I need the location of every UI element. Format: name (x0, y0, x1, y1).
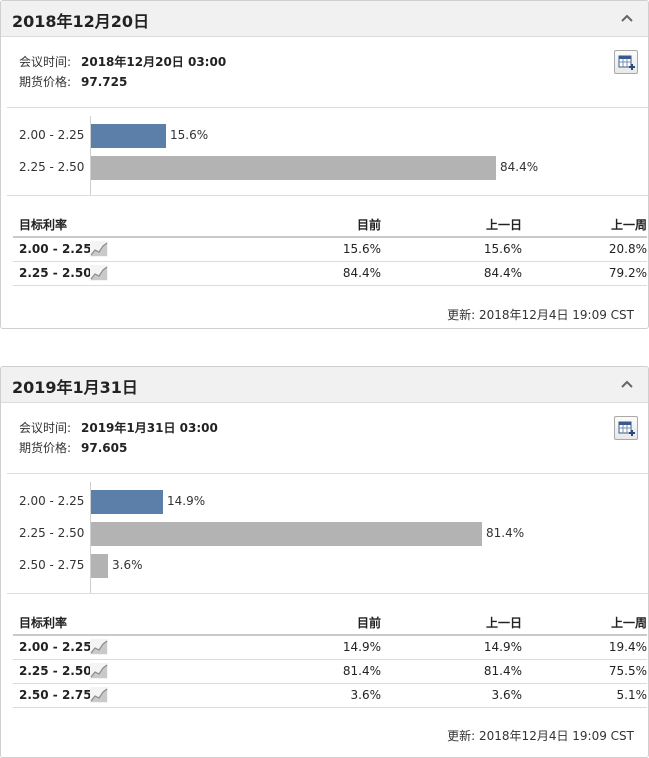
meeting-info: 会议时间: 2018年12月20日 03:00 期货价格: 97.725 (19, 52, 226, 92)
bar-category-label: 2.25 - 2.50 (19, 160, 85, 174)
table-row: 2.25 - 2.50 84.4% 84.4% 79.2% (13, 262, 647, 286)
chart-axis (90, 482, 91, 594)
calendar-add-icon (618, 55, 635, 70)
target-rate-cell: 2.00 - 2.25 (19, 640, 92, 654)
prev-day-cell: 84.4% (483, 266, 522, 280)
prev-day-cell: 15.6% (483, 242, 522, 256)
futures-price-label: 期货价格: (19, 441, 72, 455)
bar-value-label: 14.9% (167, 494, 206, 508)
col-current-header: 目前 (356, 218, 381, 232)
table-header: 目标利率 目前 上一日 上一周 (13, 610, 647, 636)
panel-header[interactable]: 2019年1月31日 (1, 367, 648, 403)
separator (7, 107, 648, 108)
current-cell: 14.9% (342, 640, 381, 654)
col-prev-week-header: 上一周 (610, 616, 647, 630)
bar-value-label: 84.4% (500, 160, 539, 174)
bar-category-label: 2.50 - 2.75 (19, 558, 85, 572)
table-row: 2.25 - 2.50 81.4% 81.4% 75.5% (13, 660, 647, 684)
target-rate-cell: 2.25 - 2.50 (19, 266, 92, 280)
bar-value-label: 3.6% (112, 558, 143, 572)
probability-bar[interactable] (91, 156, 496, 180)
panel-title: 2019年1月31日 (12, 378, 138, 397)
probability-bar[interactable] (91, 522, 482, 546)
meeting-time-value: 2018年12月20日 03:00 (81, 55, 227, 69)
bar-category-label: 2.00 - 2.25 (19, 494, 85, 508)
prev-week-cell: 20.8% (608, 242, 647, 256)
prev-week-cell: 79.2% (608, 266, 647, 280)
col-target-header: 目标利率 (19, 616, 68, 630)
col-prev-week-header: 上一周 (610, 218, 647, 232)
col-prev-day-header: 上一日 (485, 616, 522, 630)
bar-row: 2.25 - 2.50 84.4% (1, 156, 641, 180)
prev-day-cell: 81.4% (483, 664, 522, 678)
separator (7, 473, 648, 474)
prev-day-cell: 3.6% (491, 688, 523, 702)
probability-bar[interactable] (91, 490, 163, 514)
separator (7, 593, 648, 594)
meeting-panel-2: 2019年1月31日 会议时间: 2019年1月31日 03:00 期货价格: 97… (0, 366, 649, 758)
probability-table: 目标利率 目前 上一日 上一周 2.00 - 2.25 14.9% 14.9% 19.… (13, 610, 647, 708)
probability-chart: 2.00 - 2.25 15.6% 2.25 - 2.50 84.4% (1, 116, 648, 196)
prev-week-cell: 75.5% (608, 664, 647, 678)
separator (7, 195, 648, 196)
sparkline-icon[interactable] (90, 687, 108, 703)
probability-bar[interactable] (91, 124, 166, 148)
prev-week-cell: 19.4% (608, 640, 647, 654)
meeting-panel-1: 2018年12月20日 会议时间: 2018年12月20日 03:00 期货价格:… (0, 0, 649, 329)
panel-header[interactable]: 2018年12月20日 (1, 1, 648, 37)
prev-day-cell: 14.9% (483, 640, 522, 654)
current-cell: 81.4% (342, 664, 381, 678)
bar-value-label: 15.6% (170, 128, 209, 142)
meeting-info: 会议时间: 2019年1月31日 03:00 期货价格: 97.605 (19, 418, 218, 458)
futures-price-value: 97.605 (81, 441, 128, 455)
col-target-header: 目标利率 (19, 218, 68, 232)
panel-title: 2018年12月20日 (12, 12, 150, 31)
calendar-add-button[interactable] (614, 50, 638, 74)
meeting-time-value: 2019年1月31日 03:00 (81, 421, 218, 435)
table-row: 2.50 - 2.75 3.6% 3.6% 5.1% (13, 684, 647, 708)
sparkline-icon[interactable] (90, 241, 108, 257)
target-rate-cell: 2.00 - 2.25 (19, 242, 92, 256)
current-cell: 3.6% (350, 688, 382, 702)
meeting-time-label: 会议时间: (19, 421, 72, 435)
probability-chart: 2.00 - 2.25 14.9% 2.25 - 2.50 81.4% 2.50 - 2… (1, 482, 648, 594)
prev-week-cell: 5.1% (616, 688, 648, 702)
sparkline-icon[interactable] (90, 639, 108, 655)
current-cell: 15.6% (342, 242, 381, 256)
bar-row: 2.50 - 2.75 3.6% (1, 554, 641, 578)
current-cell: 84.4% (342, 266, 381, 280)
chevron-up-icon[interactable] (620, 377, 634, 391)
bar-value-label: 81.4% (486, 526, 525, 540)
probability-table: 目标利率 目前 上一日 上一周 2.00 - 2.25 15.6% 15.6% 20.… (13, 212, 647, 286)
probability-bar[interactable] (91, 554, 108, 578)
updated-timestamp: 更新: 2018年12月4日 19:09 CST (447, 729, 634, 743)
col-prev-day-header: 上一日 (485, 218, 522, 232)
target-rate-cell: 2.25 - 2.50 (19, 664, 92, 678)
futures-price-value: 97.725 (81, 75, 128, 89)
bar-category-label: 2.25 - 2.50 (19, 526, 85, 540)
calendar-add-icon (618, 421, 635, 436)
bar-row: 2.25 - 2.50 81.4% (1, 522, 641, 546)
table-row: 2.00 - 2.25 14.9% 14.9% 19.4% (13, 636, 647, 660)
table-header: 目标利率 目前 上一日 上一周 (13, 212, 647, 238)
sparkline-icon[interactable] (90, 663, 108, 679)
bar-category-label: 2.00 - 2.25 (19, 128, 85, 142)
sparkline-icon[interactable] (90, 265, 108, 281)
futures-price-label: 期货价格: (19, 75, 72, 89)
meeting-time-label: 会议时间: (19, 55, 72, 69)
updated-timestamp: 更新: 2018年12月4日 19:09 CST (447, 308, 634, 322)
col-current-header: 目前 (356, 616, 381, 630)
chevron-up-icon[interactable] (620, 11, 634, 25)
target-rate-cell: 2.50 - 2.75 (19, 688, 92, 702)
calendar-add-button[interactable] (614, 416, 638, 440)
chart-axis (90, 116, 91, 196)
bar-row: 2.00 - 2.25 14.9% (1, 490, 641, 514)
table-row: 2.00 - 2.25 15.6% 15.6% 20.8% (13, 238, 647, 262)
bar-row: 2.00 - 2.25 15.6% (1, 124, 641, 148)
